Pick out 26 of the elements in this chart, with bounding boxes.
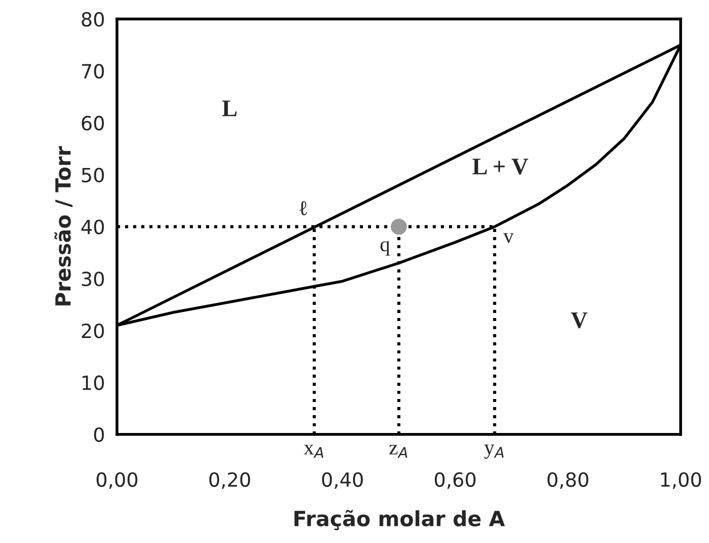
x-axis-title: Fração molar de A <box>294 510 505 530</box>
x-tick-label: 0,00 <box>96 472 138 489</box>
y-tick-label: 20 <box>82 324 104 338</box>
y-tick-label: 40 <box>81 220 104 234</box>
y-tick-label: 80 <box>82 12 104 27</box>
y-axis-title: Pressão / Torr <box>54 146 72 306</box>
y-tick-label: 0 <box>94 427 104 442</box>
y-tick-label: 10 <box>82 375 104 390</box>
annotation: z$_{A}$ <box>389 444 408 458</box>
y-tick-label: 50 <box>82 168 104 182</box>
y-tick-label: 70 <box>82 64 104 79</box>
x-tick-label: 0,40 <box>322 472 363 489</box>
annotation: q <box>380 241 390 256</box>
annotation: x$_{A}$ <box>304 444 324 458</box>
annotation: v <box>503 233 514 244</box>
y-tick-label: 30 <box>82 272 104 286</box>
annotation: L <box>222 100 237 116</box>
y-tick-label: 60 <box>82 116 104 131</box>
annotation: y$_{A}$ <box>484 444 504 459</box>
x-tick-label: 1,00 <box>661 472 701 489</box>
annotation: V <box>570 312 588 328</box>
x-tick-label: 0,20 <box>209 472 250 489</box>
x-tick-label: 0,60 <box>434 472 476 489</box>
annotation: L + V <box>472 158 528 175</box>
annotation: ℓ <box>299 201 307 216</box>
x-tick-label: 0,80 <box>548 472 588 489</box>
